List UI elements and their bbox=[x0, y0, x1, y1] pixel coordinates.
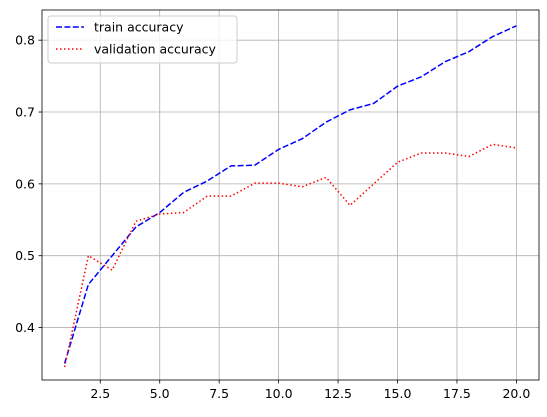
legend: train accuracy validation accuracy bbox=[47, 15, 238, 64]
legend-frame bbox=[47, 15, 238, 64]
y-tick-label: 0.4 bbox=[15, 320, 35, 335]
series-line-validation bbox=[63, 143, 517, 368]
series-line-train bbox=[63, 25, 517, 364]
x-tick-label: 12.5 bbox=[324, 386, 352, 401]
x-tick-label: 10.0 bbox=[265, 386, 293, 401]
legend-label-train: train accuracy bbox=[94, 20, 184, 35]
x-tick-label: 20.0 bbox=[502, 386, 530, 401]
series-lines bbox=[63, 25, 517, 368]
grid bbox=[42, 10, 539, 380]
plot-frame bbox=[41, 9, 540, 381]
x-tick-label: 5.0 bbox=[150, 386, 170, 401]
legend-label-validation: validation accuracy bbox=[94, 42, 217, 57]
x-tick-label: 15.0 bbox=[384, 386, 412, 401]
axis-ticks: 2.5 5.0 7.5 10.0 12.5 15.0 17.5 20.0 0.4 0.5 0.6 0.… bbox=[15, 33, 530, 401]
x-tick-label: 2.5 bbox=[90, 386, 110, 401]
y-tick-label: 0.6 bbox=[15, 176, 35, 191]
y-tick-label: 0.8 bbox=[15, 33, 35, 48]
x-tick-label: 7.5 bbox=[209, 386, 229, 401]
y-tick-label: 0.7 bbox=[15, 105, 35, 120]
x-tick-label: 17.5 bbox=[443, 386, 471, 401]
y-tick-label: 0.5 bbox=[15, 248, 35, 263]
